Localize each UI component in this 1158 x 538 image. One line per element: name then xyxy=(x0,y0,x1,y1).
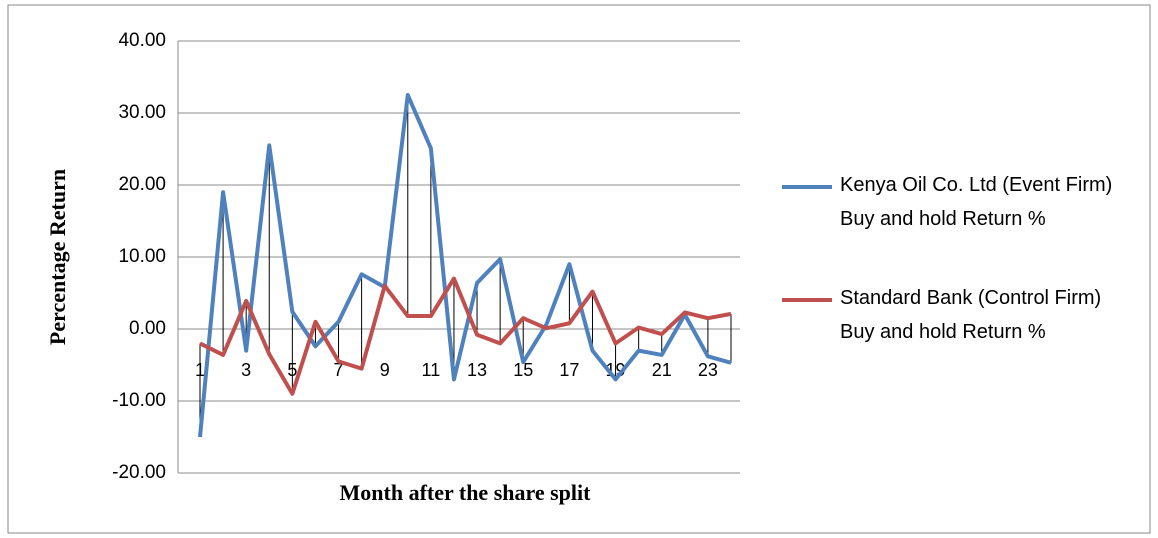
y-tick-label: 20.00 xyxy=(118,174,166,195)
x-tick-label: 23 xyxy=(698,360,718,380)
series-line xyxy=(198,93,732,438)
x-tick-label: 9 xyxy=(380,360,390,380)
y-axis-title: Percentage Return xyxy=(45,169,70,345)
y-tick-label: 40.00 xyxy=(118,30,166,51)
x-tick-label: 13 xyxy=(467,360,487,380)
x-tick-label: 17 xyxy=(559,360,579,380)
legend-label: Standard Bank (Control Firm) Buy and hol… xyxy=(840,287,1102,343)
x-axis-title: Month after the share split xyxy=(340,480,592,505)
y-tick-label: -10.00 xyxy=(112,390,166,411)
legend-label: Kenya Oil Co. Ltd (Event Firm) Buy and h… xyxy=(840,174,1113,230)
x-tick-label: 7 xyxy=(334,360,344,380)
x-tick-label: 11 xyxy=(422,360,441,380)
chart-frame xyxy=(7,4,1151,534)
y-tick-label: 30.00 xyxy=(118,102,166,123)
x-tick-label: 15 xyxy=(513,360,533,380)
x-tick-label: 21 xyxy=(652,360,672,380)
series-line xyxy=(199,276,732,396)
y-tick-label: 0.00 xyxy=(129,318,166,339)
y-tick-label: -20.00 xyxy=(112,462,166,483)
y-tick-label: 10.00 xyxy=(118,246,166,267)
x-tick-label: 3 xyxy=(241,360,251,380)
